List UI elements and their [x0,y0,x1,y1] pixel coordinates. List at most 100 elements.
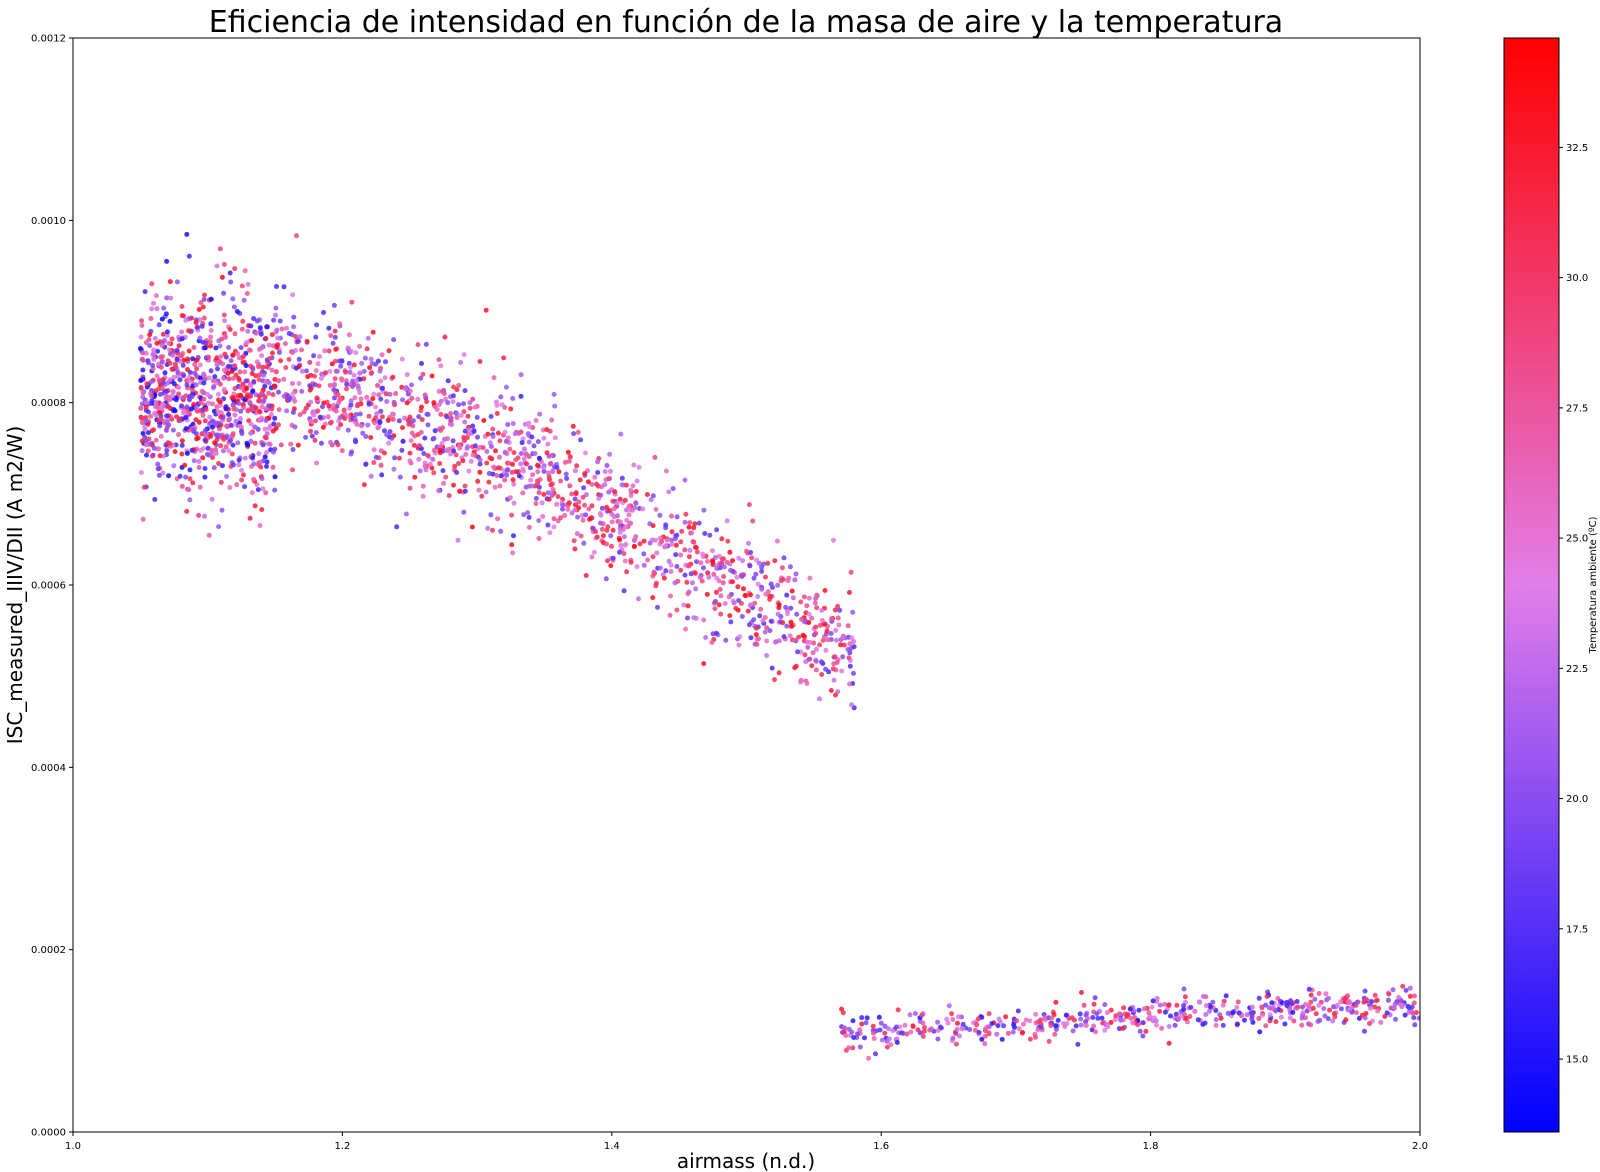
scatter-point [521,512,527,518]
scatter-point [1102,1002,1108,1008]
scatter-point [140,350,146,356]
scatter-point [505,422,511,427]
scatter-point [792,637,798,643]
scatter-point [799,616,804,622]
scatter-point [694,549,700,555]
scatter-point [279,326,285,332]
scatter-point [717,586,723,592]
scatter-point [1230,1010,1236,1016]
scatter-point [404,400,410,406]
scatter-point [462,388,468,394]
scatter-point [159,316,165,322]
scatter-point [390,374,396,380]
scatter-point [313,430,319,436]
scatter-point [485,525,491,531]
scatter-point [1027,1036,1033,1042]
scatter-point [161,305,167,311]
scatter-point [679,528,685,534]
scatter-point [1147,1014,1153,1019]
scatter-point [768,581,774,587]
scatter-point [532,451,538,456]
scatter-point [724,518,730,524]
scatter-point [982,1041,988,1047]
scatter-point [299,388,305,394]
scatter-point [206,400,211,406]
scatter-point [1143,1028,1149,1034]
scatter-point [245,281,251,287]
scatter-point [308,399,314,405]
scatter-point [786,575,792,581]
scatter-point [1172,1022,1178,1028]
scatter-point [1197,999,1203,1005]
scatter-point [212,440,218,446]
scatter-point [507,446,513,452]
scatter-point [296,356,302,362]
scatter-point [847,641,853,647]
scatter-point [1203,1012,1209,1017]
scatter-point [333,408,339,414]
scatter-point [701,617,707,623]
scatter-point [263,418,269,423]
scatter-point [560,502,566,508]
scatter-point [339,377,345,383]
scatter-point [668,593,673,599]
scatter-point [211,384,217,390]
scatter-point [857,1044,863,1050]
scatter-point [423,341,429,347]
scatter-point [196,512,202,518]
scatter-point [447,421,453,427]
scatter-point [238,345,244,351]
scatter-point [443,474,449,480]
scatter-point [348,402,354,408]
scatter-point [466,427,472,433]
scatter-point [1062,1024,1068,1030]
scatter-point [669,537,675,543]
scatter-point [256,346,262,352]
scatter-point [444,447,450,453]
scatter-point [895,1007,901,1013]
scatter-point [576,499,582,505]
scatter-point [286,356,292,362]
scatter-point [182,462,188,468]
scatter-point [155,348,161,354]
scatter-point [1335,1002,1340,1008]
scatter-point [687,520,693,526]
scatter-point [295,338,301,344]
scatter-point [610,527,616,533]
scatter-point [151,347,157,353]
scatter-point [784,623,790,629]
scatter-point [592,474,598,480]
scatter-point [882,1023,888,1029]
scatter-point [163,311,169,317]
scatter-point [530,472,536,478]
scatter-point [364,394,370,400]
scatter-point [1409,1004,1415,1010]
scatter-point [661,575,667,581]
scatter-point [767,628,773,634]
y-axis-label: ISC_measured_IIIV/DII (A m2/W) [3,426,27,745]
scatter-point [1400,983,1406,989]
scatter-point [217,246,223,252]
scatter-point [617,496,623,502]
scatter-point [469,524,475,530]
scatter-point [236,457,242,463]
scatter-point [678,552,684,558]
scatter-point [212,374,218,380]
scatter-point [1416,1015,1420,1021]
scatter-point [210,401,215,407]
scatter-point [945,1020,951,1026]
scatter-point [316,383,322,389]
scatter-point [161,453,167,459]
scatter-point [192,362,198,367]
scatter-point [463,451,469,457]
scatter-point [693,615,699,621]
scatter-point [303,434,309,440]
scatter-point [198,400,203,406]
scatter-point [1117,1011,1122,1017]
scatter-point [1091,1023,1097,1029]
scatter-point [674,564,680,569]
scatter-point [1083,1023,1089,1028]
scatter-point [778,614,784,620]
scatter-point [623,541,629,547]
scatter-point [623,524,629,530]
